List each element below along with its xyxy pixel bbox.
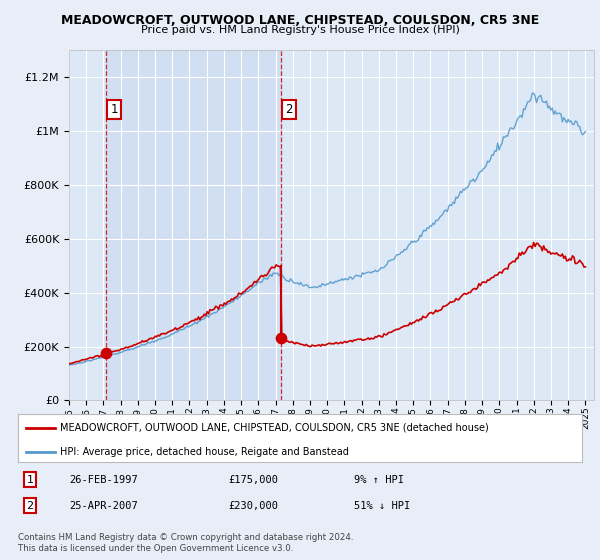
Point [101, 349, 111, 358]
Text: 26-FEB-1997: 26-FEB-1997 [69, 475, 138, 485]
Point [276, 334, 286, 343]
Text: 9% ↑ HPI: 9% ↑ HPI [354, 475, 404, 485]
Text: MEADOWCROFT, OUTWOOD LANE, CHIPSTEAD, COULSDON, CR5 3NE (detached house): MEADOWCROFT, OUTWOOD LANE, CHIPSTEAD, CO… [60, 423, 489, 433]
Text: 51% ↓ HPI: 51% ↓ HPI [354, 501, 410, 511]
Text: 2: 2 [26, 501, 34, 511]
Text: £230,000: £230,000 [228, 501, 278, 511]
Text: HPI: Average price, detached house, Reigate and Banstead: HPI: Average price, detached house, Reig… [60, 446, 349, 456]
Text: 25-APR-2007: 25-APR-2007 [69, 501, 138, 511]
Text: MEADOWCROFT, OUTWOOD LANE, CHIPSTEAD, COULSDON, CR5 3NE: MEADOWCROFT, OUTWOOD LANE, CHIPSTEAD, CO… [61, 14, 539, 27]
Text: Contains HM Land Registry data © Crown copyright and database right 2024.
This d: Contains HM Land Registry data © Crown c… [18, 533, 353, 553]
Text: £175,000: £175,000 [228, 475, 278, 485]
Text: 2: 2 [285, 103, 293, 116]
Text: 1: 1 [26, 475, 34, 485]
Text: Price paid vs. HM Land Registry's House Price Index (HPI): Price paid vs. HM Land Registry's House … [140, 25, 460, 35]
Text: 1: 1 [110, 103, 118, 116]
Bar [106, 50, 281, 400]
